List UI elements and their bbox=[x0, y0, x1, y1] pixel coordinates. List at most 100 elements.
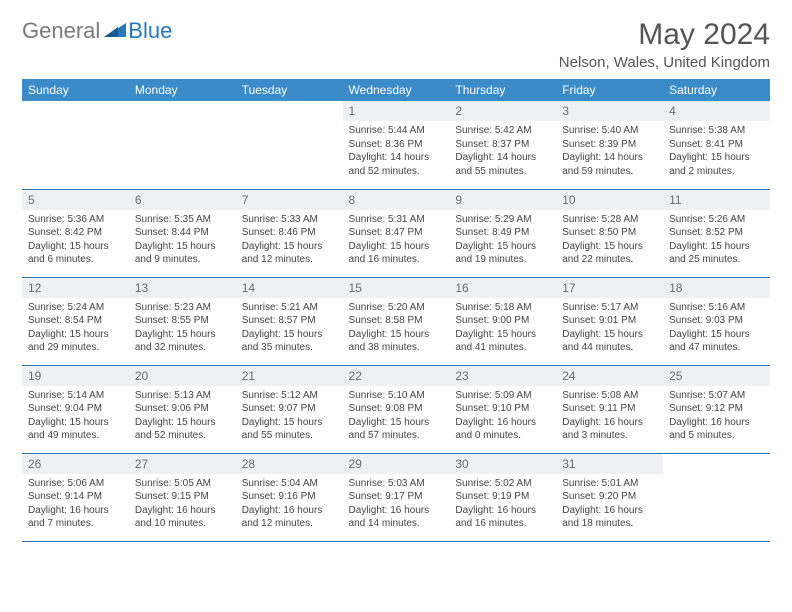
day-info: Sunrise: 5:14 AMSunset: 9:04 PMDaylight:… bbox=[22, 386, 129, 447]
day-number: 10 bbox=[556, 190, 663, 210]
calendar-day-cell: 21Sunrise: 5:12 AMSunset: 9:07 PMDayligh… bbox=[236, 365, 343, 453]
sunset-text: Sunset: 8:39 PM bbox=[562, 138, 657, 152]
daylight-text: Daylight: 15 hours and 16 minutes. bbox=[349, 240, 444, 267]
weekday-header: Monday bbox=[129, 79, 236, 101]
calendar-day-cell: 5Sunrise: 5:36 AMSunset: 8:42 PMDaylight… bbox=[22, 189, 129, 277]
daylight-text: Daylight: 15 hours and 22 minutes. bbox=[562, 240, 657, 267]
calendar-day-cell: 28Sunrise: 5:04 AMSunset: 9:16 PMDayligh… bbox=[236, 453, 343, 541]
sunset-text: Sunset: 8:58 PM bbox=[349, 314, 444, 328]
day-number: 31 bbox=[556, 454, 663, 474]
sunset-text: Sunset: 8:41 PM bbox=[669, 138, 764, 152]
calendar-day-cell: 2Sunrise: 5:42 AMSunset: 8:37 PMDaylight… bbox=[449, 101, 556, 189]
calendar-day-cell: 31Sunrise: 5:01 AMSunset: 9:20 PMDayligh… bbox=[556, 453, 663, 541]
weekday-header: Thursday bbox=[449, 79, 556, 101]
day-number: 19 bbox=[22, 366, 129, 386]
day-info: Sunrise: 5:26 AMSunset: 8:52 PMDaylight:… bbox=[663, 210, 770, 271]
day-info: Sunrise: 5:01 AMSunset: 9:20 PMDaylight:… bbox=[556, 474, 663, 535]
sunrise-text: Sunrise: 5:33 AM bbox=[242, 213, 337, 227]
day-number: 20 bbox=[129, 366, 236, 386]
day-number: 4 bbox=[663, 101, 770, 121]
sunrise-text: Sunrise: 5:14 AM bbox=[28, 389, 123, 403]
day-info: Sunrise: 5:05 AMSunset: 9:15 PMDaylight:… bbox=[129, 474, 236, 535]
calendar-day-cell: 13Sunrise: 5:23 AMSunset: 8:55 PMDayligh… bbox=[129, 277, 236, 365]
day-info: Sunrise: 5:42 AMSunset: 8:37 PMDaylight:… bbox=[449, 121, 556, 182]
day-number: 21 bbox=[236, 366, 343, 386]
day-info: Sunrise: 5:38 AMSunset: 8:41 PMDaylight:… bbox=[663, 121, 770, 182]
sunset-text: Sunset: 8:52 PM bbox=[669, 226, 764, 240]
day-info: Sunrise: 5:44 AMSunset: 8:36 PMDaylight:… bbox=[343, 121, 450, 182]
daylight-text: Daylight: 16 hours and 5 minutes. bbox=[669, 416, 764, 443]
sunset-text: Sunset: 9:19 PM bbox=[455, 490, 550, 504]
calendar-day-cell: 3Sunrise: 5:40 AMSunset: 8:39 PMDaylight… bbox=[556, 101, 663, 189]
day-number: 12 bbox=[22, 278, 129, 298]
sunset-text: Sunset: 8:46 PM bbox=[242, 226, 337, 240]
calendar-day-cell: 16Sunrise: 5:18 AMSunset: 9:00 PMDayligh… bbox=[449, 277, 556, 365]
sunrise-text: Sunrise: 5:02 AM bbox=[455, 477, 550, 491]
calendar-day-cell: 9Sunrise: 5:29 AMSunset: 8:49 PMDaylight… bbox=[449, 189, 556, 277]
day-info: Sunrise: 5:06 AMSunset: 9:14 PMDaylight:… bbox=[22, 474, 129, 535]
daylight-text: Daylight: 15 hours and 35 minutes. bbox=[242, 328, 337, 355]
day-info: Sunrise: 5:35 AMSunset: 8:44 PMDaylight:… bbox=[129, 210, 236, 271]
sunset-text: Sunset: 9:04 PM bbox=[28, 402, 123, 416]
calendar-day-cell: 12Sunrise: 5:24 AMSunset: 8:54 PMDayligh… bbox=[22, 277, 129, 365]
calendar-day-cell: 1Sunrise: 5:44 AMSunset: 8:36 PMDaylight… bbox=[343, 101, 450, 189]
day-info: Sunrise: 5:02 AMSunset: 9:19 PMDaylight:… bbox=[449, 474, 556, 535]
day-info: Sunrise: 5:33 AMSunset: 8:46 PMDaylight:… bbox=[236, 210, 343, 271]
day-info: Sunrise: 5:12 AMSunset: 9:07 PMDaylight:… bbox=[236, 386, 343, 447]
calendar-day-cell: 7Sunrise: 5:33 AMSunset: 8:46 PMDaylight… bbox=[236, 189, 343, 277]
weekday-header: Sunday bbox=[22, 79, 129, 101]
sunrise-text: Sunrise: 5:04 AM bbox=[242, 477, 337, 491]
day-number: 18 bbox=[663, 278, 770, 298]
day-number: 16 bbox=[449, 278, 556, 298]
sunrise-text: Sunrise: 5:38 AM bbox=[669, 124, 764, 138]
daylight-text: Daylight: 15 hours and 44 minutes. bbox=[562, 328, 657, 355]
day-number: 9 bbox=[449, 190, 556, 210]
sunrise-text: Sunrise: 5:08 AM bbox=[562, 389, 657, 403]
sunset-text: Sunset: 9:20 PM bbox=[562, 490, 657, 504]
sunrise-text: Sunrise: 5:10 AM bbox=[349, 389, 444, 403]
calendar-day-cell: 14Sunrise: 5:21 AMSunset: 8:57 PMDayligh… bbox=[236, 277, 343, 365]
day-info: Sunrise: 5:28 AMSunset: 8:50 PMDaylight:… bbox=[556, 210, 663, 271]
sunset-text: Sunset: 9:16 PM bbox=[242, 490, 337, 504]
sunset-text: Sunset: 9:06 PM bbox=[135, 402, 230, 416]
daylight-text: Daylight: 15 hours and 12 minutes. bbox=[242, 240, 337, 267]
day-number: 23 bbox=[449, 366, 556, 386]
day-info: Sunrise: 5:29 AMSunset: 8:49 PMDaylight:… bbox=[449, 210, 556, 271]
calendar-day-cell: 15Sunrise: 5:20 AMSunset: 8:58 PMDayligh… bbox=[343, 277, 450, 365]
sunset-text: Sunset: 9:03 PM bbox=[669, 314, 764, 328]
daylight-text: Daylight: 15 hours and 6 minutes. bbox=[28, 240, 123, 267]
calendar-day-cell: 17Sunrise: 5:17 AMSunset: 9:01 PMDayligh… bbox=[556, 277, 663, 365]
sunset-text: Sunset: 9:08 PM bbox=[349, 402, 444, 416]
sunrise-text: Sunrise: 5:35 AM bbox=[135, 213, 230, 227]
sunset-text: Sunset: 8:36 PM bbox=[349, 138, 444, 152]
calendar-day-cell: 6Sunrise: 5:35 AMSunset: 8:44 PMDaylight… bbox=[129, 189, 236, 277]
daylight-text: Daylight: 16 hours and 16 minutes. bbox=[455, 504, 550, 531]
sunrise-text: Sunrise: 5:17 AM bbox=[562, 301, 657, 315]
sunset-text: Sunset: 9:17 PM bbox=[349, 490, 444, 504]
day-info: Sunrise: 5:23 AMSunset: 8:55 PMDaylight:… bbox=[129, 298, 236, 359]
daylight-text: Daylight: 15 hours and 29 minutes. bbox=[28, 328, 123, 355]
sunset-text: Sunset: 9:14 PM bbox=[28, 490, 123, 504]
daylight-text: Daylight: 15 hours and 25 minutes. bbox=[669, 240, 764, 267]
day-info: Sunrise: 5:04 AMSunset: 9:16 PMDaylight:… bbox=[236, 474, 343, 535]
sunrise-text: Sunrise: 5:01 AM bbox=[562, 477, 657, 491]
day-number: 14 bbox=[236, 278, 343, 298]
day-number: 5 bbox=[22, 190, 129, 210]
daylight-text: Daylight: 15 hours and 32 minutes. bbox=[135, 328, 230, 355]
daylight-text: Daylight: 15 hours and 19 minutes. bbox=[455, 240, 550, 267]
sunrise-text: Sunrise: 5:31 AM bbox=[349, 213, 444, 227]
daylight-text: Daylight: 16 hours and 18 minutes. bbox=[562, 504, 657, 531]
logo-triangle-icon bbox=[104, 21, 126, 42]
day-number: 25 bbox=[663, 366, 770, 386]
calendar-day-cell: 11Sunrise: 5:26 AMSunset: 8:52 PMDayligh… bbox=[663, 189, 770, 277]
calendar-day-cell: 10Sunrise: 5:28 AMSunset: 8:50 PMDayligh… bbox=[556, 189, 663, 277]
daylight-text: Daylight: 15 hours and 2 minutes. bbox=[669, 151, 764, 178]
sunset-text: Sunset: 8:37 PM bbox=[455, 138, 550, 152]
day-info: Sunrise: 5:31 AMSunset: 8:47 PMDaylight:… bbox=[343, 210, 450, 271]
day-info: Sunrise: 5:21 AMSunset: 8:57 PMDaylight:… bbox=[236, 298, 343, 359]
calendar-day-cell: 24Sunrise: 5:08 AMSunset: 9:11 PMDayligh… bbox=[556, 365, 663, 453]
daylight-text: Daylight: 16 hours and 12 minutes. bbox=[242, 504, 337, 531]
logo-text-blue: Blue bbox=[128, 18, 172, 44]
calendar-day-cell: 4Sunrise: 5:38 AMSunset: 8:41 PMDaylight… bbox=[663, 101, 770, 189]
weekday-header: Tuesday bbox=[236, 79, 343, 101]
